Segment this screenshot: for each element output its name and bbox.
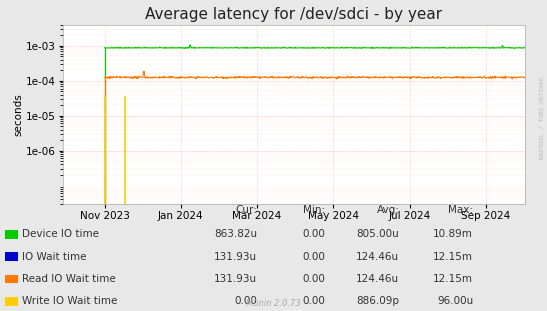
Text: RRDTOOL / TOBI OETIKER: RRDTOOL / TOBI OETIKER (539, 77, 544, 160)
Text: 131.93u: 131.93u (214, 274, 257, 284)
Text: Read IO Wait time: Read IO Wait time (22, 274, 115, 284)
Text: Min:: Min: (304, 205, 325, 215)
Text: 0.00: 0.00 (234, 296, 257, 306)
Text: 863.82u: 863.82u (214, 229, 257, 239)
Text: 805.00u: 805.00u (357, 229, 399, 239)
Text: Device IO time: Device IO time (22, 229, 99, 239)
Text: 124.46u: 124.46u (356, 274, 399, 284)
Text: 96.00u: 96.00u (437, 296, 473, 306)
Text: 886.09p: 886.09p (356, 296, 399, 306)
Text: 0.00: 0.00 (302, 229, 325, 239)
Text: Max:: Max: (448, 205, 473, 215)
Text: IO Wait time: IO Wait time (22, 252, 86, 262)
Text: Avg:: Avg: (376, 205, 399, 215)
Text: Cur:: Cur: (235, 205, 257, 215)
Text: 0.00: 0.00 (302, 252, 325, 262)
Text: 0.00: 0.00 (302, 274, 325, 284)
Text: 131.93u: 131.93u (214, 252, 257, 262)
Text: 10.89m: 10.89m (433, 229, 473, 239)
Text: Munin 2.0.73: Munin 2.0.73 (246, 299, 301, 308)
Text: 0.00: 0.00 (302, 296, 325, 306)
Text: 12.15m: 12.15m (433, 252, 473, 262)
Y-axis label: seconds: seconds (13, 93, 24, 136)
Text: Write IO Wait time: Write IO Wait time (22, 296, 117, 306)
Title: Average latency for /dev/sdci - by year: Average latency for /dev/sdci - by year (146, 7, 443, 22)
Text: 124.46u: 124.46u (356, 252, 399, 262)
Text: 12.15m: 12.15m (433, 274, 473, 284)
